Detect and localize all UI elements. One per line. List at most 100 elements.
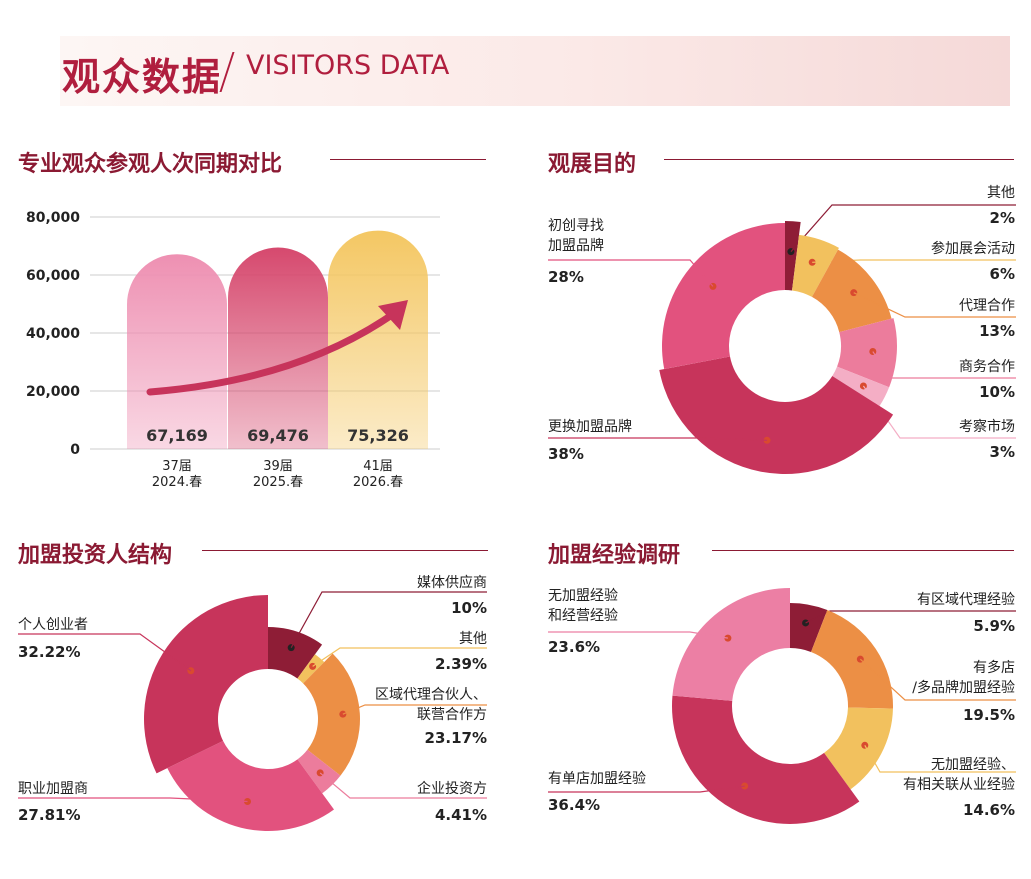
y-tick-label: 60,000 xyxy=(26,268,80,284)
purpose-pct-business: 10% xyxy=(979,383,1015,401)
investor-slice xyxy=(143,595,268,774)
page-subtitle: VISITORS DATA xyxy=(246,50,450,81)
investor-pct-regional: 23.17% xyxy=(424,729,487,747)
bar xyxy=(228,247,328,449)
investor-label-other: 其他 xyxy=(459,631,487,647)
purpose-leader-line xyxy=(872,351,1016,379)
investor-pct-enterprise: 4.41% xyxy=(434,806,487,824)
exp-slice xyxy=(672,695,860,824)
purpose-pct-agency: 13% xyxy=(979,322,1015,340)
purpose-leader-line xyxy=(812,259,1016,263)
purpose-label-agency: 代理合作 xyxy=(959,298,1015,314)
purpose-leader-line xyxy=(548,437,768,441)
exp-label-regional: 有区域代理经验 xyxy=(917,592,1015,608)
exp-label-related: 无加盟经验、 有相关联从业经验 xyxy=(903,757,1015,793)
purpose-slice xyxy=(662,223,785,370)
category-label: 37届 xyxy=(162,459,192,474)
exp-slice xyxy=(811,609,893,709)
purpose-leader-line xyxy=(862,385,1016,439)
visitors-bar-chart: 0 20,000 40,000 60,000 80,000 67,169 37届2024.春… xyxy=(26,210,440,490)
purpose-label-other: 其他 xyxy=(987,185,1015,201)
purpose-leader-line xyxy=(548,259,714,287)
bar xyxy=(328,230,428,449)
purpose-label-events: 参加展会活动 xyxy=(931,241,1015,257)
section-divider xyxy=(202,550,488,551)
purpose-label-business: 商务合作 xyxy=(959,359,1015,375)
investor-leader-line xyxy=(312,647,487,667)
purpose-pct-startup: 28% xyxy=(548,268,584,286)
purpose-slice xyxy=(792,234,839,297)
investor-pct-individual: 32.22% xyxy=(18,643,81,661)
purpose-label-switch: 更换加盟品牌 xyxy=(548,419,632,435)
investor-label-enterprise: 企业投资方 xyxy=(417,781,487,797)
purpose-pct-market: 3% xyxy=(989,443,1015,461)
exp-pct-single: 36.4% xyxy=(548,796,601,814)
exp-leader-line xyxy=(548,631,728,639)
investor-leader-line xyxy=(290,591,487,648)
investor-leader-line xyxy=(342,704,487,715)
investor-label-individual: 个人创业者 xyxy=(18,617,88,633)
exp-label-none: 无加盟经验 和经营经验 xyxy=(548,588,618,624)
y-tick-label: 20,000 xyxy=(26,384,80,400)
bar xyxy=(127,254,227,449)
purpose-label-startup: 初创寻找 加盟品牌 xyxy=(548,218,604,254)
investor-pct-other: 2.39% xyxy=(434,655,487,673)
exp-slice xyxy=(824,707,893,790)
section-divider xyxy=(330,159,486,160)
exp-leader-line xyxy=(864,745,1016,773)
investor-leader-line xyxy=(18,797,248,803)
y-tick-label: 40,000 xyxy=(26,326,80,342)
exp-pct-regional: 5.9% xyxy=(973,617,1015,635)
section-title-experience: 加盟经验调研 xyxy=(548,543,681,568)
category-label: 41届 xyxy=(363,459,393,474)
header-banner xyxy=(60,36,1010,106)
exp-pct-related: 14.6% xyxy=(962,801,1015,819)
investor-slice xyxy=(303,653,360,776)
purpose-label-market: 考察市场 xyxy=(959,419,1015,435)
purpose-leader-line xyxy=(853,292,1016,318)
y-tick-label: 80,000 xyxy=(26,210,80,226)
exp-leader-line xyxy=(859,658,1016,701)
bar-value-label: 67,169 xyxy=(146,426,208,445)
purpose-pct-other: 2% xyxy=(989,209,1015,227)
category-label: 2024.春 xyxy=(152,475,202,490)
investor-leader-line xyxy=(18,633,192,672)
investor-leader-line xyxy=(319,772,487,799)
purpose-slice xyxy=(837,318,898,388)
section-title-investor: 加盟投资人结构 xyxy=(18,543,173,568)
exp-label-single: 有单店加盟经验 xyxy=(548,771,646,787)
category-label: 2025.春 xyxy=(253,475,303,490)
investor-pct-pro: 27.81% xyxy=(18,806,81,824)
section-divider xyxy=(664,159,1014,160)
investor-label-pro: 职业加盟商 xyxy=(18,781,88,797)
purpose-pct-events: 6% xyxy=(989,265,1015,283)
section-title-visitors: 专业观众参观人次同期对比 xyxy=(18,152,283,177)
bar-value-label: 75,326 xyxy=(347,426,409,445)
purpose-slice xyxy=(785,221,801,291)
section-divider xyxy=(712,550,1014,551)
category-label: 2026.春 xyxy=(353,475,403,490)
purpose-pct-switch: 38% xyxy=(548,445,584,463)
section-title-purpose: 观展目的 xyxy=(548,152,637,177)
investor-label-media: 媒体供应商 xyxy=(417,575,487,591)
investor-slice xyxy=(167,740,335,832)
trend-arrow-head xyxy=(378,300,408,330)
exp-label-multi: 有多店 /多品牌加盟经验 xyxy=(912,660,1015,696)
exp-slice xyxy=(790,603,828,652)
page-title: 观众数据 xyxy=(62,55,223,99)
purpose-slice xyxy=(659,356,894,474)
exp-pct-none: 23.6% xyxy=(548,638,601,656)
investor-label-regional: 区域代理合伙人、 联营合作方 xyxy=(375,687,487,723)
investor-pct-media: 10% xyxy=(451,599,487,617)
category-label: 39届 xyxy=(263,459,293,474)
exp-leader-line xyxy=(548,785,745,793)
exp-pct-multi: 19.5% xyxy=(962,706,1015,724)
trend-arrow-line xyxy=(146,308,400,396)
exp-leader-line xyxy=(805,610,1016,624)
bar-value-label: 69,476 xyxy=(247,426,309,445)
investor-slice xyxy=(268,627,323,679)
exp-slice xyxy=(672,587,790,701)
